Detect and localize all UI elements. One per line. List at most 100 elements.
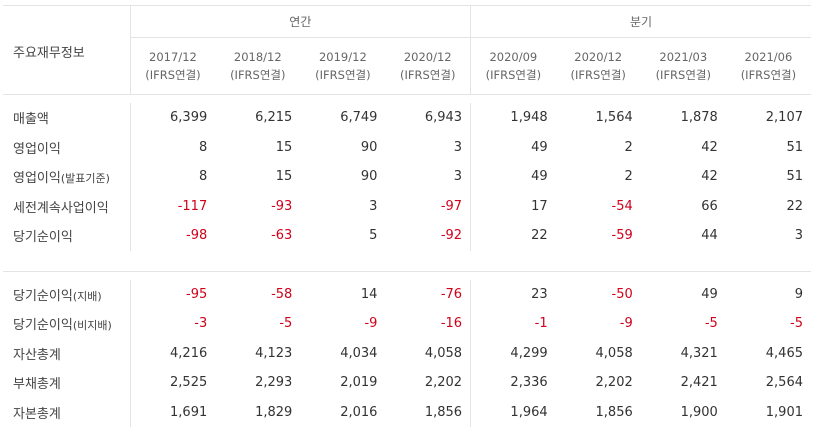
group-header-annual: 연간: [129, 5, 471, 38]
value-cell: 1,564: [595, 110, 633, 126]
value-cell: -3: [129, 309, 216, 339]
value-cell: -1: [470, 309, 556, 339]
value-cell: -5: [704, 316, 718, 332]
value-cell: 90: [360, 139, 378, 155]
value-cell: 6,749: [340, 110, 378, 126]
value-cell: -9: [619, 316, 633, 332]
value-cell: 1,901: [765, 404, 803, 420]
value-cell: -76: [440, 286, 463, 302]
period-header: 2018/12 (IFRS연결): [215, 37, 301, 95]
value-cell: 2,564: [765, 375, 803, 391]
table-row: 영업이익(발표기준) 8 15 90 3 49 2 42 51: [3, 162, 811, 192]
table-row: 자산총계 4,216 4,123 4,034 4,058 4,299 4,058 4,321 4…: [3, 338, 811, 369]
group-header-quarter: 분기: [470, 5, 811, 38]
value-cell: -54: [611, 198, 633, 214]
value-cell: 2,107: [765, 110, 803, 126]
value-cell: 51: [786, 169, 803, 185]
period-date: 2018/12: [233, 50, 282, 64]
table-row: 부채총계 2,525 2,293 2,019 2,202 2,336 2,202 2,421 2…: [3, 368, 811, 398]
row-label: 자산총계: [3, 339, 130, 369]
table-row: 당기순이익(비지배) -3 -5 -9 -16 -1 -9 -5 -5: [3, 309, 811, 339]
value-cell: 2,336: [470, 368, 556, 398]
period-basis: (IFRS연결): [740, 68, 797, 82]
value-cell: 4,034: [340, 345, 378, 361]
period-basis: (IFRS연결): [315, 68, 371, 82]
period-header: 2020/09 (IFRS연결): [470, 37, 556, 95]
row-label: 당기순이익(지배): [3, 280, 130, 310]
row-label-text: 당기순이익: [13, 230, 73, 246]
period-date: 2019/12: [318, 50, 367, 64]
value-cell: 51: [786, 139, 803, 155]
value-cell: 49: [701, 286, 718, 302]
value-cell: 15: [275, 139, 293, 155]
period-date: 2021/06: [744, 50, 793, 64]
value-cell: 6,215: [255, 110, 293, 126]
value-cell: -95: [129, 279, 216, 309]
table-row: 세전계속사업이익 -117 -93 3 -97 17 -54 66 22: [3, 191, 811, 222]
value-cell: 1,691: [129, 397, 216, 427]
value-cell: -5: [279, 316, 293, 332]
row-label-text: 당기순이익: [13, 318, 73, 334]
value-cell: 17: [470, 191, 556, 221]
period-header: 2020/12 (IFRS연결): [385, 37, 471, 95]
value-cell: -97: [440, 198, 463, 214]
period-basis: (IFRS연결): [145, 68, 201, 82]
value-cell: 44: [701, 228, 718, 244]
period-basis: (IFRS연결): [400, 68, 456, 82]
period-header: 2020/12 (IFRS연결): [555, 37, 641, 95]
value-cell: -117: [129, 191, 216, 221]
row-label: 영업이익(발표기준): [3, 162, 130, 192]
value-cell: 9: [794, 286, 803, 302]
value-cell: 1,900: [680, 404, 718, 420]
period-header: 2021/03 (IFRS연결): [640, 37, 726, 95]
row-label: 부채총계: [3, 368, 130, 398]
row-label: 매출액: [3, 103, 130, 133]
row-label: 자본총계: [3, 398, 130, 428]
period-date: 2021/03: [659, 50, 708, 64]
value-cell: 3: [369, 198, 378, 214]
value-cell: 1,948: [470, 103, 556, 133]
value-cell: 4,058: [595, 345, 633, 361]
value-cell: 23: [470, 279, 556, 309]
table-row: 매출액 6,399 6,215 6,749 6,943 1,948 1,564 1,878 2,…: [3, 103, 811, 133]
value-cell: 2,202: [424, 375, 463, 391]
row-label-text: 부채총계: [13, 377, 61, 393]
value-cell: 22: [786, 198, 803, 214]
row-label-text: 영업이익: [13, 141, 61, 157]
period-basis: (IFRS연결): [570, 68, 626, 82]
value-cell: -5: [790, 316, 803, 332]
value-cell: 8: [129, 162, 216, 192]
period-basis: (IFRS연결): [485, 68, 542, 82]
table-row: 자본총계 1,691 1,829 2,016 1,856 1,964 1,856 1,900 1…: [3, 397, 811, 428]
value-cell: 6,943: [424, 110, 463, 126]
row-label: 당기순이익(비지배): [3, 309, 130, 339]
table-row: 당기순이익(지배) -95 -58 14 -76 23 -50 49 9: [3, 279, 811, 310]
row-label: 세전계속사업이익: [3, 192, 130, 222]
row-label-qualifier: (발표기준): [60, 172, 110, 186]
row-label-text: 당기순이익: [13, 288, 73, 304]
value-cell: 42: [701, 139, 718, 155]
value-cell: -59: [611, 228, 633, 244]
value-cell: 3: [794, 228, 803, 244]
value-cell: 8: [129, 132, 216, 162]
value-cell: -9: [364, 316, 378, 332]
value-cell: -50: [611, 286, 633, 302]
financial-table: 주요재무정보 연간 분기 2017/12 (IFRS연결) 2018/12 (IFRS…: [3, 5, 811, 427]
value-cell: 6,399: [129, 103, 216, 133]
value-cell: 1,856: [595, 404, 633, 420]
value-cell: 90: [360, 169, 378, 185]
value-cell: 3: [453, 169, 463, 185]
period-basis: (IFRS연결): [655, 68, 711, 82]
value-cell: 4,299: [470, 338, 556, 368]
table-title: 주요재무정보: [3, 5, 131, 95]
row-label-text: 자본총계: [13, 406, 61, 422]
value-cell: -92: [440, 228, 463, 244]
value-cell: 4,123: [255, 345, 293, 361]
value-cell: 49: [470, 162, 556, 192]
value-cell: 1,829: [255, 404, 293, 420]
value-cell: 2,202: [595, 375, 633, 391]
value-cell: 2,293: [255, 375, 293, 391]
period-basis: (IFRS연결): [230, 68, 286, 82]
row-label-text: 영업이익: [13, 171, 61, 187]
